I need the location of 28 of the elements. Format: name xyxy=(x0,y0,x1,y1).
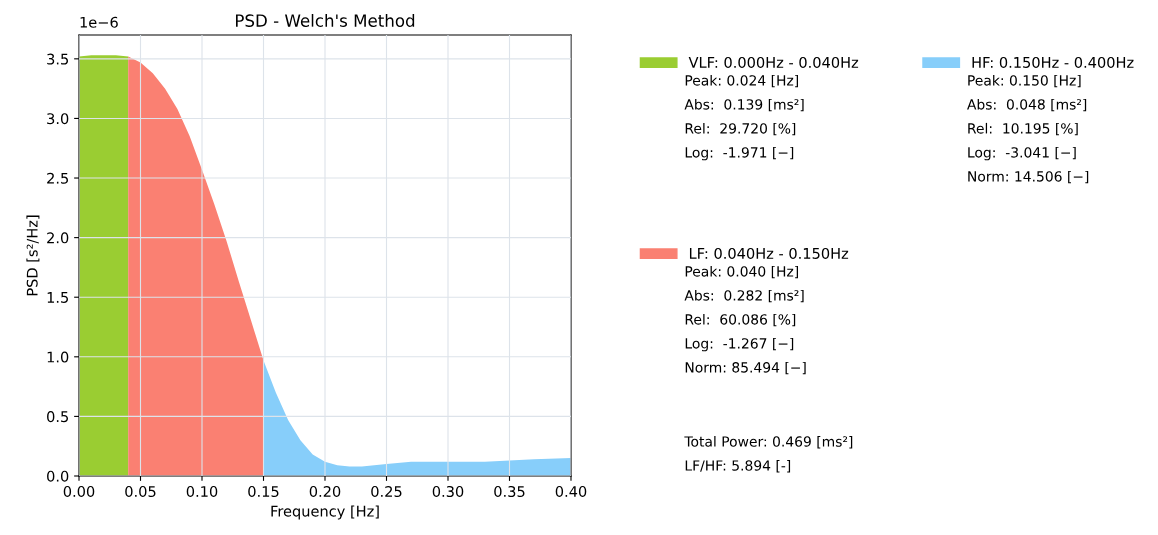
y-tick-label: 2.5 xyxy=(47,172,68,184)
x-tick-label: 0.15 xyxy=(248,485,279,498)
x-tick-label: 0.00 xyxy=(63,485,95,498)
y-tick-label: 3.0 xyxy=(47,113,69,125)
text: Total Power: 0.469 [ms²] LF/HF: 5.894 [-] xyxy=(684,436,853,473)
text: Peak: 0.024 [Hz] Abs: 0.139 [ms²] Rel: 29.720 [%] Log: -1.971 [−] xyxy=(684,74,804,161)
y-tick-label: 3.5 xyxy=(47,53,68,65)
y-tick-label: 0.5 xyxy=(47,411,68,423)
x-tick-label: 0.20 xyxy=(309,485,341,498)
legend-label: VLF: 0.000Hz - 0.040Hz xyxy=(688,56,859,68)
x-axis-title: Frequency [Hz] xyxy=(271,505,379,520)
y-axis-title: PSD [s²/Hz] xyxy=(26,215,40,296)
x-tick-label: 0.40 xyxy=(555,485,587,498)
x-tick-label: 0.05 xyxy=(125,485,156,498)
legend-label: HF: 0.150Hz - 0.400Hz xyxy=(972,56,1134,68)
chart-title: PSD - Welch's Method xyxy=(236,14,415,27)
y-tick-label: 1.0 xyxy=(47,351,69,363)
x-tick-label: 0.10 xyxy=(186,485,218,498)
text: Peak: 0.150 [Hz] Abs: 0.048 [ms²] Rel: 10.195 [%] Log: -3.041 [−] Norm: 14.506 [−] xyxy=(967,74,1089,184)
text: Peak: 0.040 [Hz] Abs: 0.282 [ms²] Rel: 60.086 [%] Log: -1.267 [−] Norm: 85.494 [−] xyxy=(684,265,806,375)
y-tick-label: 2.0 xyxy=(47,232,69,244)
x-tick-label: 0.25 xyxy=(371,485,402,498)
y-tick-label: 0.0 xyxy=(47,470,69,482)
x-tick-label: 0.30 xyxy=(432,485,464,498)
text: 1e−6 xyxy=(80,16,118,28)
legend-label: LF: 0.040Hz - 0.150Hz xyxy=(689,247,849,259)
x-tick-label: 0.35 xyxy=(494,485,525,498)
y-tick-label: 1.5 xyxy=(47,292,68,303)
